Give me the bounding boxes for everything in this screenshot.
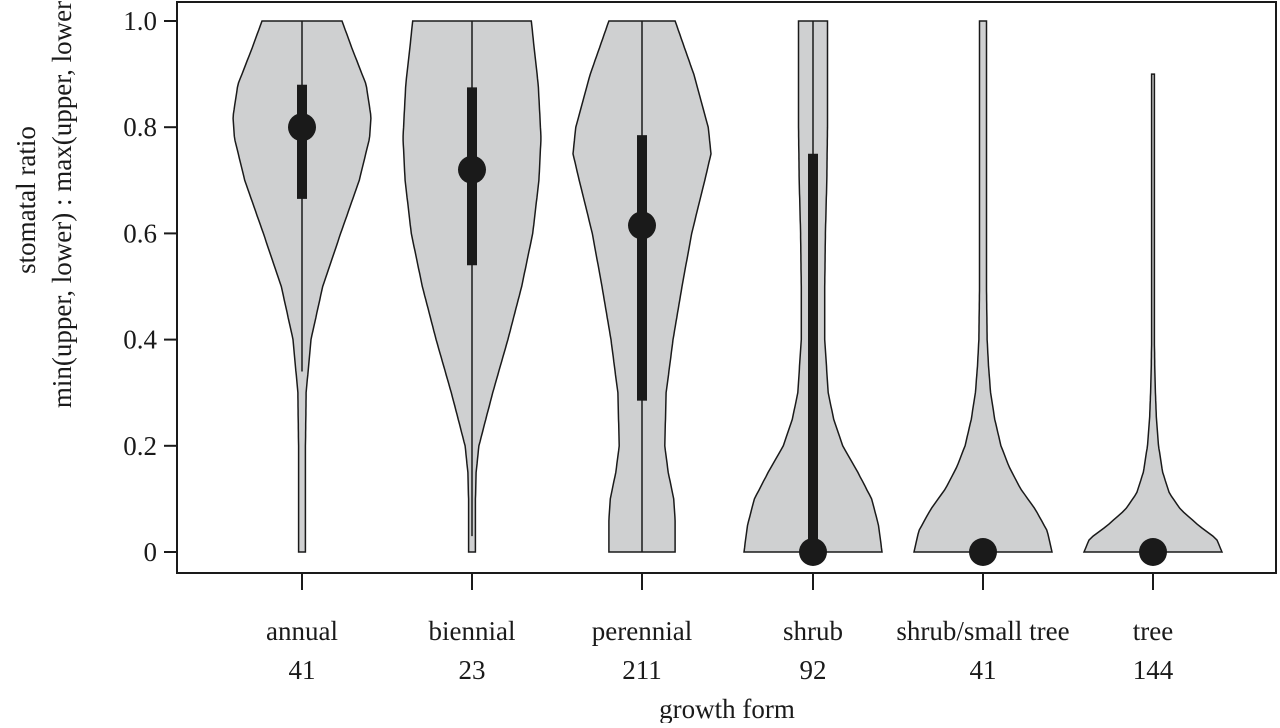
violin-5 (1082, 73, 1224, 553)
x-tick-label-4: shrub/small tree (896, 616, 1069, 646)
iqr-bar-3 (808, 153, 818, 552)
x-sample-size-1: 23 (459, 655, 486, 685)
median-point-0 (288, 113, 316, 142)
y-tick-label-5: 1.0 (123, 6, 157, 36)
y-tick-label-1: 0.2 (123, 431, 157, 461)
x-sample-size-4: 41 (970, 655, 997, 685)
x-tick-label-0: annual (266, 616, 338, 646)
iqr-bar-2 (637, 135, 647, 401)
x-sample-size-5: 144 (1133, 655, 1174, 685)
x-tick-label-1: biennial (429, 616, 516, 646)
x-axis-labels: annual 41 biennial 23 perennial 211 shrub 92 shr… (266, 573, 1174, 685)
y-tick-label-4: 0.8 (123, 112, 157, 142)
median-point-5 (1139, 538, 1167, 566)
x-sample-size-0: 41 (289, 655, 316, 685)
x-tick-label-2: perennial (592, 616, 692, 646)
y-axis-title-line-2: min(upper, lower) : max(upper, lower) (47, 0, 77, 408)
plot-frame (176, 1, 1277, 574)
x-sample-size-3: 92 (800, 655, 827, 685)
y-tick-label-0: 0 (144, 537, 158, 567)
x-sample-size-2: 211 (622, 655, 662, 685)
y-tick-label-3: 0.6 (123, 218, 157, 248)
x-tick-label-3: shrub (783, 616, 843, 646)
median-point-4 (969, 538, 997, 566)
y-axis-title: stomatal ratio min(upper, lower) : max(u… (11, 0, 77, 408)
median-point-2 (628, 211, 656, 240)
violin-4 (913, 20, 1053, 553)
iqr-bar-0 (297, 84, 307, 199)
x-axis-title: growth form (659, 694, 795, 723)
x-tick-label-5: tree (1133, 616, 1173, 646)
median-point-3 (799, 538, 827, 566)
median-point-1 (458, 155, 486, 184)
y-axis: 0 0.2 0.4 0.6 0.8 1.0 (123, 6, 177, 567)
y-axis-title-line-1: stomatal ratio (11, 126, 41, 274)
violin-layer (232, 20, 1224, 566)
y-tick-label-2: 0.4 (123, 325, 157, 355)
